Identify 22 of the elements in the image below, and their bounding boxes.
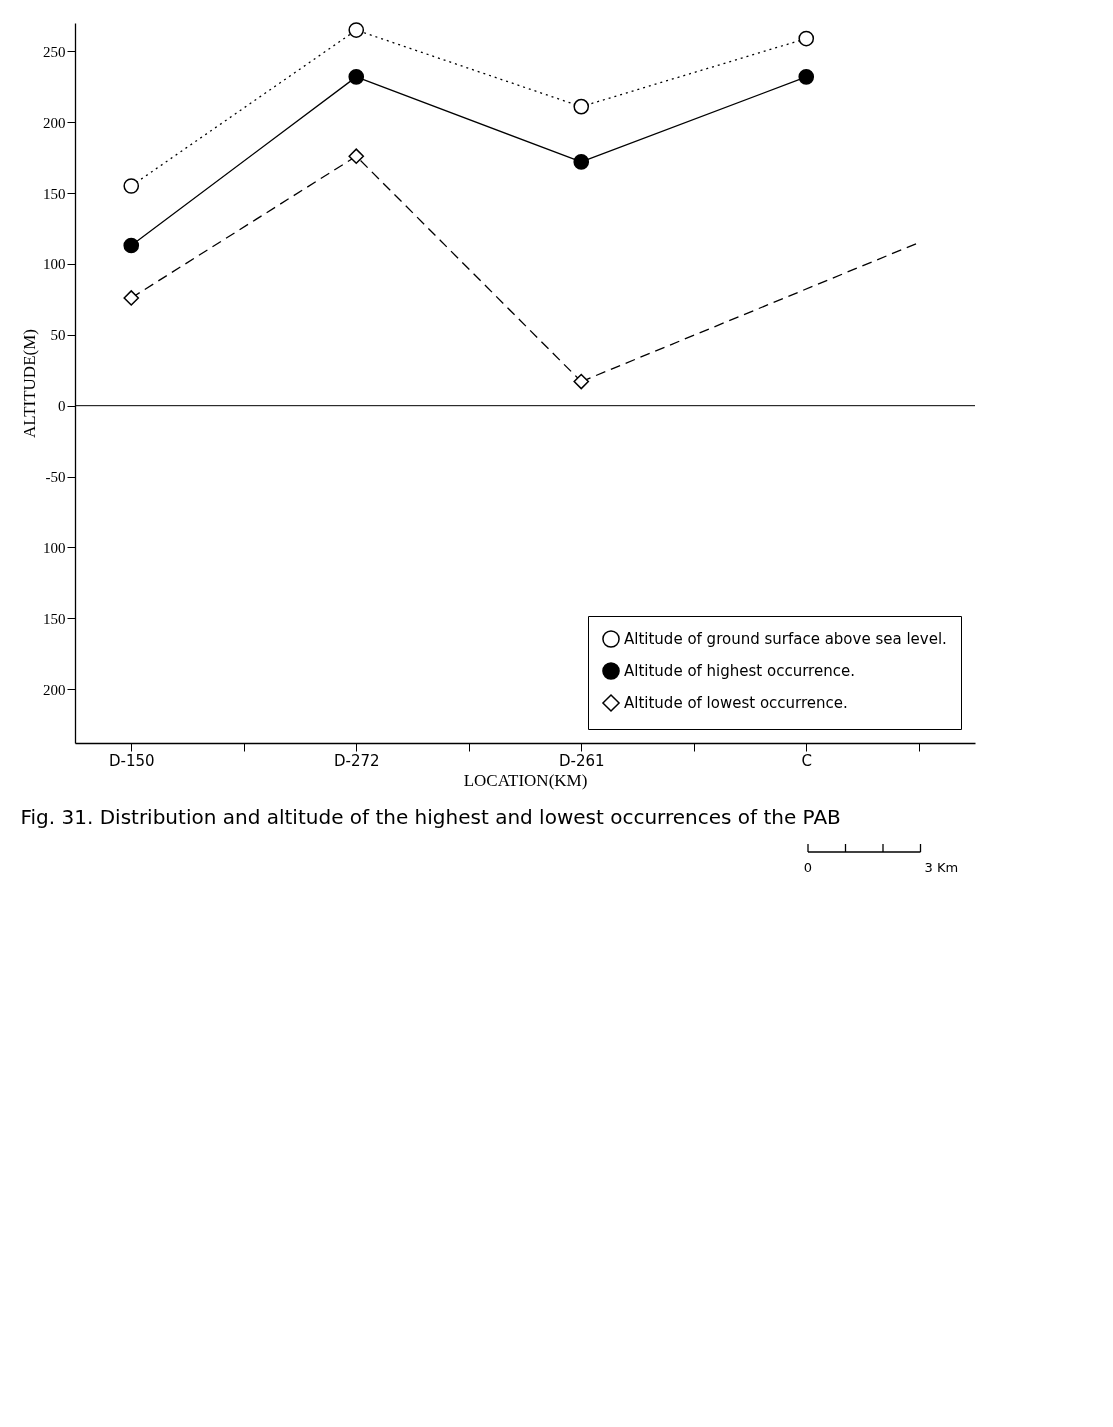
y-tick-label: 200 xyxy=(43,114,66,131)
y-tick-label: 150 xyxy=(43,610,66,627)
x-tick-label: D-272 xyxy=(333,751,380,770)
text: 0 xyxy=(803,860,812,875)
y-tick-label: 50 xyxy=(50,327,66,344)
legend-label: Altitude of highest occurrence. xyxy=(624,662,855,680)
legend-label: Altitude of lowest occurrence. xyxy=(624,694,848,712)
x-tick-label: D-261 xyxy=(558,751,605,770)
y-tick-label: 100 xyxy=(43,539,66,556)
y-tick-label: -50 xyxy=(45,469,66,486)
y-tick-label: 150 xyxy=(43,185,66,202)
x-tick-label: C xyxy=(801,751,812,770)
y-tick-label: 200 xyxy=(43,681,66,698)
y-tick-label: 0 xyxy=(58,398,66,415)
y-axis-title: ALTITUDE(M) xyxy=(20,329,39,438)
text: Fig. 31. Distribution and altitude of the highest and lowest occurrences of the PAB xyxy=(20,805,841,829)
text: 3 Km xyxy=(924,860,958,875)
x-tick-label: D-150 xyxy=(108,751,155,770)
x-axis-title: LOCATION(KM) xyxy=(463,770,588,790)
y-tick-label: 100 xyxy=(43,256,66,273)
legend-label: Altitude of ground surface above sea level. xyxy=(624,630,947,648)
y-tick-label: 250 xyxy=(43,43,66,60)
